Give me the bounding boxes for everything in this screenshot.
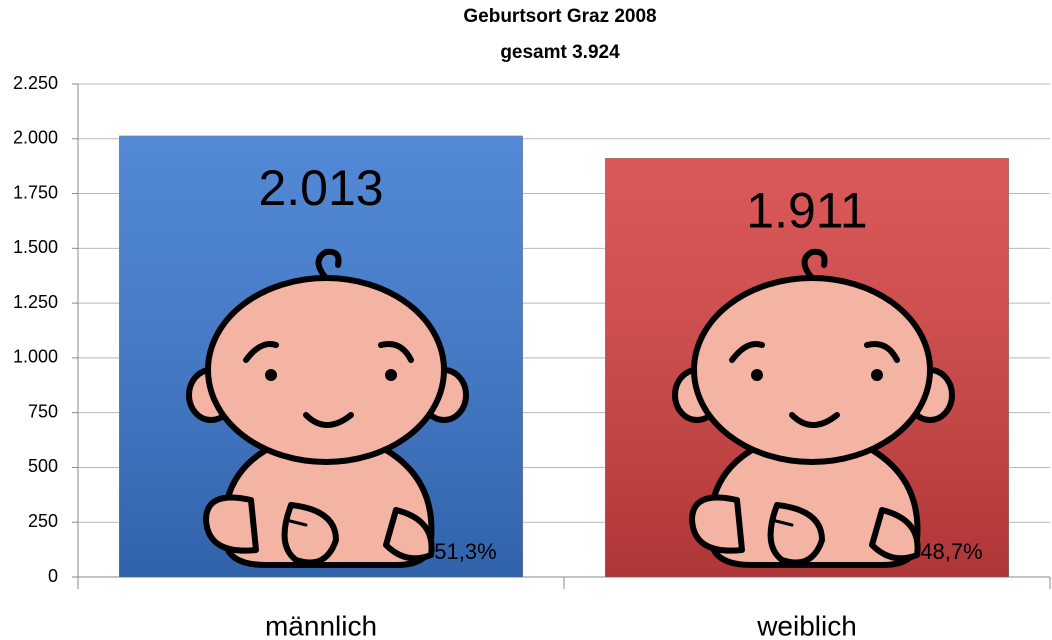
value-label: 1.911 [746, 182, 867, 238]
value-label: 2.013 [258, 160, 383, 216]
chart-title: Geburtsort Graz 2008 [463, 6, 656, 27]
percent-label: 51,3% [434, 539, 496, 564]
percent-label: 48,7% [920, 539, 982, 564]
y-tick-label: 2.000 [13, 128, 58, 148]
y-tick-label: 0 [48, 566, 58, 586]
y-tick-label: 1.750 [13, 182, 58, 202]
chart-subtitle: gesamt 3.924 [500, 42, 620, 63]
y-tick-label: 1.000 [13, 347, 58, 367]
x-tick-label: weiblich [756, 610, 857, 640]
y-tick-label: 2.250 [13, 73, 58, 93]
y-tick-label: 1.250 [13, 292, 58, 312]
y-tick-label: 750 [28, 401, 58, 421]
y-tick-label: 500 [28, 456, 58, 476]
x-tick-label: männlich [265, 610, 377, 640]
y-tick-label: 1.500 [13, 237, 58, 257]
y-tick-label: 250 [28, 511, 58, 531]
chart: Geburtsort Graz 2008 gesamt 3.924 0 250 50… [0, 0, 1052, 640]
